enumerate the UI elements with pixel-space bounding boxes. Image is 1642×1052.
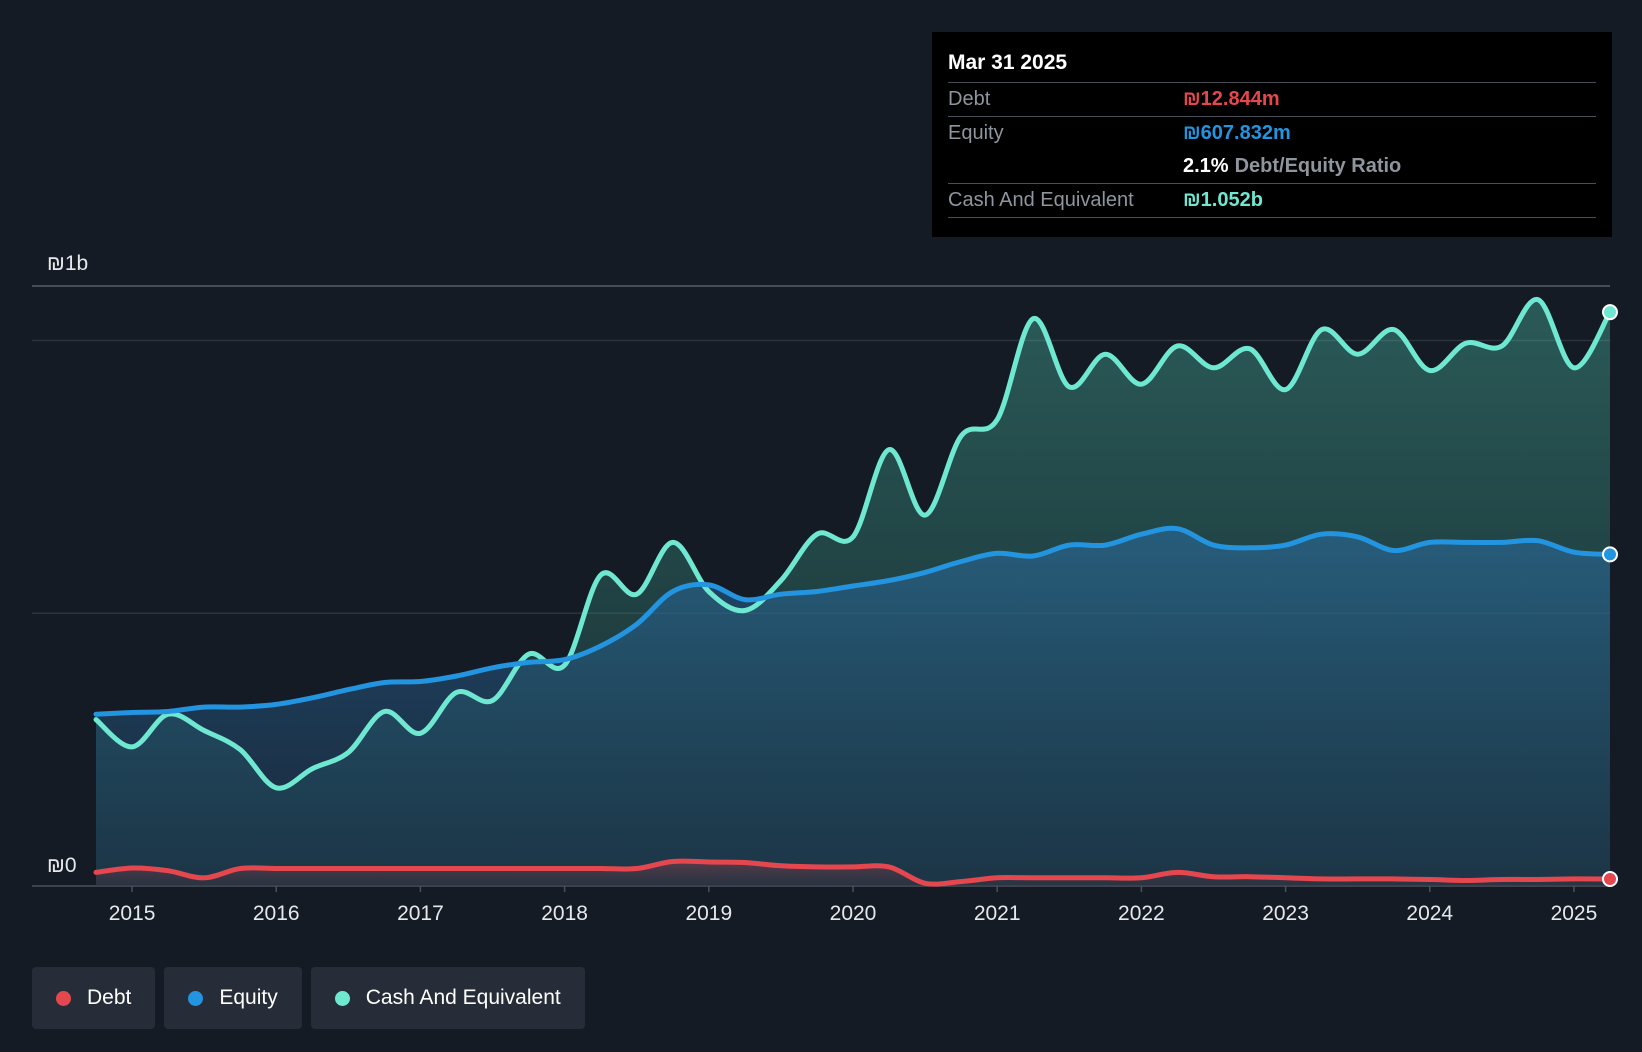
tooltip-debt-label: Debt [948,88,991,110]
tooltip-cash-row: Cash And Equivalent ₪1.052b [948,183,1596,218]
legend-item-equity[interactable]: Equity [164,967,302,1029]
y-tick-label: ₪1b [47,252,88,275]
series-areas [96,299,1610,886]
x-tick-label: 2023 [1262,902,1309,925]
tooltip-equity-value: ₪607.832m [1183,122,1291,144]
x-tick-label: 2020 [830,902,877,925]
y-axis-labels: ₪0 ₪1b [47,252,88,877]
x-tick-label: 2024 [1406,902,1453,925]
tooltip-equity-label: Equity [948,122,1004,144]
tooltip-ratio-row: 2.1% Debt/Equity Ratio [948,150,1596,183]
legend: Debt Equity Cash And Equivalent [32,967,585,1029]
tooltip-debt-row: Debt ₪12.844m [948,82,1596,116]
x-tick-label: 2015 [109,902,156,925]
tooltip-equity-row: Equity ₪607.832m [948,116,1596,150]
x-tick-label: 2022 [1118,902,1165,925]
x-tick-label: 2017 [397,902,444,925]
legend-debt-label: Debt [87,986,132,1009]
cash-dot-icon [334,990,350,1006]
legend-cash-label: Cash And Equivalent [365,986,561,1009]
equity-area [96,528,1610,886]
tooltip-ratio-percent: 2.1% [1183,155,1229,177]
x-tick-label: 2018 [541,902,588,925]
cash-end-marker[interactable] [1602,304,1618,321]
x-tick-label: 2021 [974,902,1021,925]
x-tick-label: 2025 [1551,902,1598,925]
tooltip-debt-value: ₪12.844m [1183,88,1280,110]
debt-area [96,861,1610,886]
debt-end-marker[interactable] [1602,870,1618,887]
equity-end-marker[interactable] [1602,546,1618,563]
tooltip-cash-value: ₪1.052b [1183,189,1263,211]
tooltip-ratio-label: Debt/Equity Ratio [1234,155,1402,177]
tooltip-panel: Mar 31 2025 Debt ₪12.844m Equity ₪607.83… [932,32,1612,237]
legend-item-cash[interactable]: Cash And Equivalent [310,967,585,1029]
x-tick-label: 2016 [253,902,300,925]
tooltip-cash-label: Cash And Equivalent [948,189,1134,211]
debt-line [93,858,1613,887]
x-axis-ticks: 2015 2016 2017 2018 2019 2020 2021 2022 2023 2024… [109,886,1598,925]
debt-dot-icon [56,990,71,1006]
series-lines [93,297,1613,887]
cash-line [93,297,1613,791]
equity-dot-icon [188,990,204,1006]
end-markers [1602,304,1618,887]
x-tick-label: 2019 [685,902,732,925]
y-tick-label: ₪0 [47,854,77,877]
equity-line [93,525,1613,717]
legend-item-debt[interactable]: Debt [32,967,156,1029]
legend-equity-label: Equity [219,986,278,1009]
tooltip-date: Mar 31 2025 [948,51,1068,74]
